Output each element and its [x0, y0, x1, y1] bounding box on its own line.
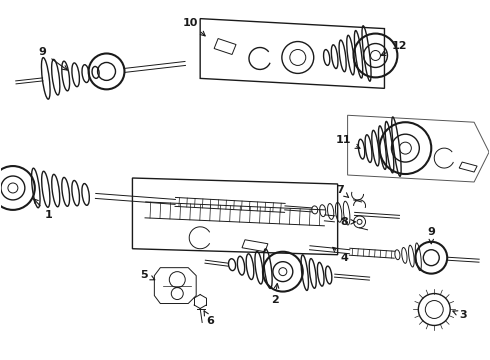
Text: 3: 3: [453, 310, 467, 320]
Text: 11: 11: [336, 135, 360, 148]
Text: 5: 5: [141, 270, 155, 280]
Text: 2: 2: [271, 284, 279, 305]
Text: 1: 1: [34, 199, 52, 220]
Text: 8: 8: [341, 217, 355, 227]
Text: 7: 7: [336, 185, 349, 198]
Text: 9: 9: [427, 227, 435, 244]
Text: 10: 10: [182, 18, 205, 36]
Text: 9: 9: [39, 48, 68, 70]
Text: 6: 6: [204, 311, 214, 327]
Text: 12: 12: [381, 41, 407, 55]
Text: 4: 4: [333, 247, 348, 263]
